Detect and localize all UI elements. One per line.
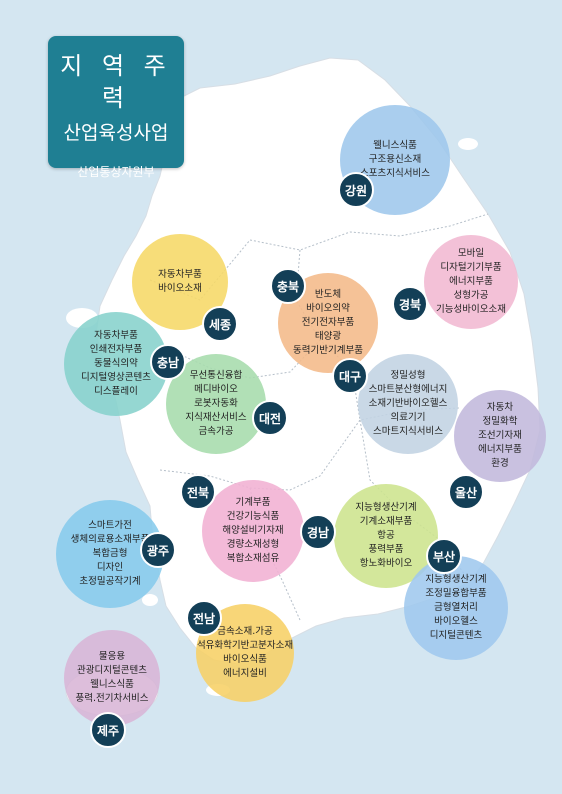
industry-item: 에너지부품 — [478, 444, 522, 455]
industry-item: 무선통신융합 — [189, 370, 243, 381]
region-badge-gyeongbuk: 경북 — [392, 286, 428, 322]
island-shape — [458, 138, 478, 150]
industry-item: 스마트가전 — [88, 520, 132, 531]
industry-item: 의료기기 — [390, 412, 426, 423]
region-circle-busan: 지능형생산기계 조정밀융합부품 금형열처리 바이오헬스 디지털콘텐츠 — [404, 556, 508, 660]
region-badge-busan: 부산 — [426, 538, 462, 574]
region-circle-jeju: 물응용 관광디지털콘텐츠 웰니스식품 풍력.전기차서비스 — [64, 630, 160, 726]
industry-item: 복합금형 — [92, 548, 128, 559]
title-box: 지 역 주 력 산업육성사업 산업통상자원부 — [48, 36, 184, 179]
region-circle-jeonbuk: 기계부품 건강기능식품 해양설비기자재 경량소재성형 복합소재섬유 — [202, 480, 304, 582]
industry-item: 경량소재성형 — [226, 539, 280, 550]
industry-item: 항노화바이오 — [359, 558, 413, 569]
industry-item: 웰니스식품 — [90, 679, 134, 690]
island-shape — [142, 594, 158, 606]
region-badge-gwangju: 광주 — [140, 532, 176, 568]
region-badge-jeju: 제주 — [90, 712, 126, 748]
industry-item: 디지털콘텐츠 — [429, 630, 483, 641]
industry-item: 지식재산서비스 — [185, 412, 247, 423]
industry-item: 지능형생산기계 — [425, 574, 487, 585]
industry-item: 해양설비기자재 — [222, 525, 284, 536]
industry-item: 자동차부품 — [158, 269, 202, 280]
region-badge-chungnam: 충남 — [150, 344, 186, 380]
industry-item: 지능형생산기계 — [355, 502, 417, 513]
industry-item: 모바일 — [457, 248, 485, 259]
industry-item: 디자인 — [96, 562, 124, 573]
industry-item: 디지털영상콘텐츠 — [81, 372, 151, 383]
industry-item: 구조용신소재 — [368, 154, 422, 165]
title-main: 지 역 주 력 — [60, 52, 172, 112]
region-circle-gwangju: 스마트가전 생체의료용소재부품 복합금형 디자인 초정밀공작기계 — [56, 500, 164, 608]
industry-item: 스포츠지식서비스 — [360, 168, 430, 179]
industry-item: 바이오헬스 — [434, 616, 478, 627]
industry-item: 디자털기기부품 — [440, 262, 502, 273]
industry-item: 성형가공 — [453, 290, 489, 301]
industry-item: 자동차 — [486, 402, 514, 413]
industry-item: 웰니스식품 — [373, 140, 417, 151]
industry-item: 동물식의약 — [94, 358, 138, 369]
industry-item: 바이오식품 — [223, 654, 267, 665]
ministry-name: 산업통상자원부 — [77, 165, 155, 179]
industry-item: 건강기능식품 — [226, 511, 280, 522]
region-badge-jeonnam: 전남 — [186, 600, 222, 636]
industry-item: 기능성바이오소재 — [436, 304, 506, 315]
industry-item: 에너지부품 — [449, 276, 493, 287]
industry-item: 석유화학기반고분자소재 — [196, 640, 294, 651]
industry-item: 스마트지식서비스 — [373, 426, 443, 437]
industry-item: 풍력부품 — [368, 544, 404, 555]
industry-item: 항공 — [377, 530, 395, 541]
industry-item: 금형열처리 — [434, 602, 478, 613]
industry-item: 기계소재부품 — [359, 516, 413, 527]
region-circle-daegu: 정밀성형 스마트분산형에너지 소재기반바이오헬스 의료기기 스마트지식서비스 — [358, 354, 458, 454]
region-circle-gyeongbuk: 모바일 디자털기기부품 에너지부품 성형가공 기능성바이오소재 — [424, 235, 518, 329]
industry-item: 생체의료용소재부품 — [70, 534, 150, 545]
industry-item: 풍력.전기차서비스 — [75, 693, 149, 704]
industry-item: 금속소재.가공 — [217, 626, 273, 637]
region-badge-sejong: 세종 — [202, 306, 238, 342]
industry-item: 환경 — [491, 458, 509, 469]
region-badge-gangwon: 강원 — [338, 172, 374, 208]
region-badge-gyeongnam: 경남 — [300, 514, 336, 550]
region-badge-chungbuk: 충북 — [270, 268, 306, 304]
industry-item: 동력기반기계부품 — [293, 345, 363, 356]
industry-item: 태양광 — [314, 331, 342, 342]
industry-item: 정밀화학 — [482, 416, 518, 427]
industry-item: 금속가공 — [198, 426, 234, 437]
industry-item: 복합소재섬유 — [226, 553, 280, 564]
industry-item: 물응용 — [98, 651, 126, 662]
industry-item: 초정밀공작기계 — [79, 576, 141, 587]
industry-item: 기계부품 — [235, 497, 271, 508]
industry-item: 에너지설비 — [223, 668, 267, 679]
industry-item: 메디바이오 — [194, 384, 238, 395]
industry-item: 로봇자동화 — [194, 398, 238, 409]
title-sub: 산업육성사업 — [63, 122, 169, 144]
region-badge-daegu: 대구 — [332, 358, 368, 394]
industry-item: 조정밀융합부품 — [425, 588, 487, 599]
region-badge-jeonbuk: 전북 — [180, 474, 216, 510]
industry-item: 자동차부품 — [94, 330, 138, 341]
industry-item: 관광디지털콘텐츠 — [77, 665, 147, 676]
industry-item: 전기전자부품 — [301, 317, 355, 328]
industry-item: 반도체 — [314, 289, 342, 300]
industry-item: 스마트분산형에너지 — [368, 384, 448, 395]
industry-item: 바이오의약 — [306, 303, 350, 314]
industry-item: 인쇄전자부품 — [89, 344, 143, 355]
industry-item: 조선기자재 — [478, 430, 522, 441]
industry-item: 바이오소재 — [158, 283, 202, 294]
region-badge-ulsan: 울산 — [448, 474, 484, 510]
industry-item: 정밀성형 — [390, 370, 426, 381]
region-badge-daejeon: 대전 — [252, 400, 288, 436]
industry-item: 디스플레이 — [94, 386, 138, 397]
region-circle-ulsan: 자동차 정밀화학 조선기자재 에너지부품 환경 — [454, 390, 546, 482]
industry-item: 소재기반바이오헬스 — [368, 398, 448, 409]
